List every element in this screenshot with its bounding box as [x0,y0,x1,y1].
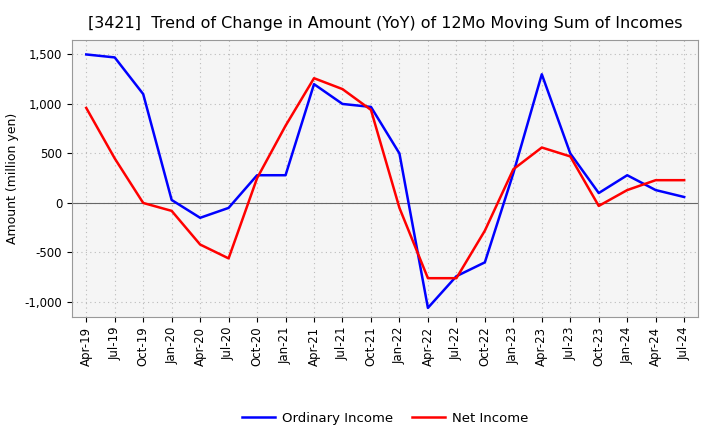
Net Income [480,228,489,233]
Ordinary Income [253,172,261,178]
Net Income [452,275,461,281]
Net Income [423,275,432,281]
Net Income [595,203,603,209]
Net Income [623,187,631,193]
Net Income [139,200,148,205]
Ordinary Income [452,274,461,279]
Net Income [680,177,688,183]
Ordinary Income [310,81,318,87]
Ordinary Income [196,215,204,220]
Ordinary Income [167,197,176,202]
Net Income [225,256,233,261]
Ordinary Income [595,191,603,196]
Net Income [253,176,261,181]
Ordinary Income [423,305,432,311]
Ordinary Income [225,205,233,210]
Ordinary Income [110,55,119,60]
Net Income [167,208,176,213]
Ordinary Income [509,171,518,176]
Net Income [196,242,204,247]
Title: [3421]  Trend of Change in Amount (YoY) of 12Mo Moving Sum of Incomes: [3421] Trend of Change in Amount (YoY) o… [88,16,683,32]
Ordinary Income [338,101,347,106]
Net Income [82,105,91,110]
Ordinary Income [623,172,631,178]
Net Income [282,123,290,128]
Net Income [537,145,546,150]
Net Income [509,167,518,172]
Y-axis label: Amount (million yen): Amount (million yen) [6,113,19,244]
Ordinary Income [82,52,91,57]
Net Income [310,76,318,81]
Legend: Ordinary Income, Net Income: Ordinary Income, Net Income [237,407,534,430]
Ordinary Income [537,72,546,77]
Ordinary Income [282,172,290,178]
Net Income [566,154,575,159]
Net Income [395,205,404,210]
Ordinary Income [652,187,660,193]
Net Income [366,107,375,113]
Net Income [110,156,119,161]
Ordinary Income [680,194,688,200]
Line: Net Income: Net Income [86,78,684,278]
Ordinary Income [366,104,375,110]
Ordinary Income [139,92,148,97]
Ordinary Income [480,260,489,265]
Ordinary Income [566,151,575,156]
Net Income [338,86,347,92]
Net Income [652,177,660,183]
Line: Ordinary Income: Ordinary Income [86,55,684,308]
Ordinary Income [395,151,404,156]
